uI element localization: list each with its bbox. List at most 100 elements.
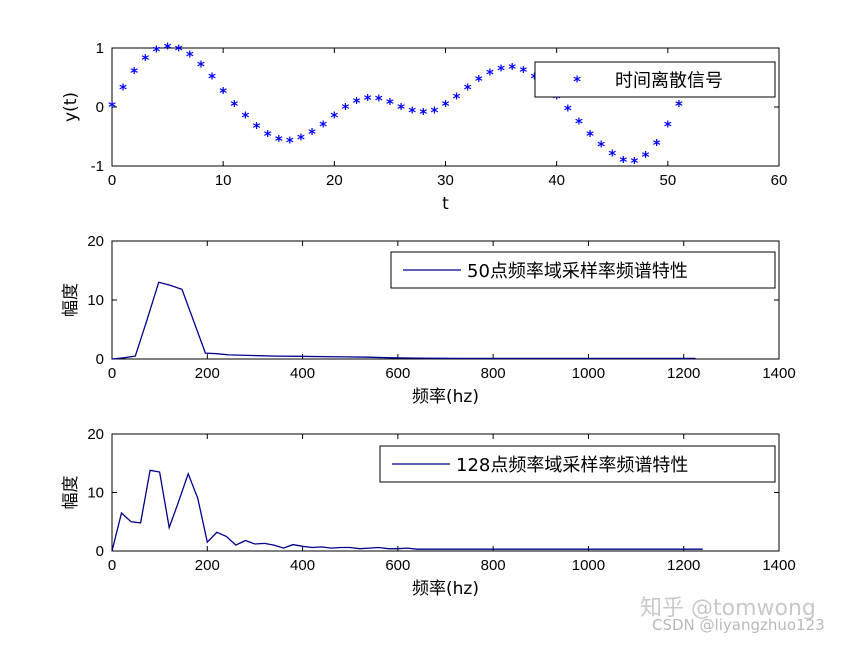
chart-3: 0 200 400 600 800 1000 1200 1400 0 10 20 频率(hz) 幅度 12… xyxy=(61,426,796,599)
y-tick-label: 0 xyxy=(96,351,104,368)
data-point: * xyxy=(175,41,183,59)
data-point: * xyxy=(375,92,383,110)
data-point: * xyxy=(364,91,372,109)
x-tick-label: 600 xyxy=(385,557,410,574)
series-line xyxy=(111,281,696,360)
chart-2: 0 200 400 600 800 1000 1200 1400 0 10 20 频率(hz) 幅度 50… xyxy=(61,233,796,407)
y-tick-label: 1 xyxy=(96,40,104,57)
data-point: * xyxy=(275,132,283,150)
x-tick-label: 50 xyxy=(659,172,676,189)
data-point: * xyxy=(386,95,394,113)
x-tick-label: 0 xyxy=(108,557,116,574)
data-point: * xyxy=(264,127,272,145)
data-point: * xyxy=(453,90,461,108)
data-point: * xyxy=(342,100,350,118)
data-point: * xyxy=(297,130,305,148)
x-tick-label: 0 xyxy=(108,172,116,189)
data-point: * xyxy=(208,70,216,88)
data-point: * xyxy=(408,103,416,121)
data-point: * xyxy=(442,97,450,115)
data-point: * xyxy=(108,98,116,116)
data-point: * xyxy=(597,138,605,156)
x-tick-label: 1200 xyxy=(667,365,700,382)
data-point: * xyxy=(308,125,316,143)
y-tick-label: 10 xyxy=(87,292,104,309)
y-tick-label: 20 xyxy=(87,233,104,250)
x-tick-label: 800 xyxy=(481,557,506,574)
data-point: * xyxy=(642,148,650,166)
x-tick-label: 400 xyxy=(290,365,315,382)
data-point: * xyxy=(553,90,561,108)
x-tick-label: 200 xyxy=(195,557,220,574)
data-point: * xyxy=(197,57,205,75)
x-tick-label: 40 xyxy=(548,172,565,189)
x-tick-label: 800 xyxy=(481,365,506,382)
x-tick-label: 1400 xyxy=(762,365,795,382)
x-tick-label: 60 xyxy=(771,172,788,189)
data-point: * xyxy=(519,63,527,81)
legend-box xyxy=(534,61,776,98)
data-point: * xyxy=(564,102,572,120)
series-line xyxy=(111,469,703,552)
data-point: * xyxy=(353,94,361,112)
data-point: * xyxy=(319,117,327,135)
y-tick-label: 20 xyxy=(87,426,104,443)
data-point: * xyxy=(153,43,161,61)
data-point: * xyxy=(475,72,483,90)
data-point: * xyxy=(631,154,639,172)
data-point: * xyxy=(397,100,405,118)
y-axis-label: y(t) xyxy=(61,92,81,122)
data-point: * xyxy=(130,64,138,82)
x-tick-label: 1400 xyxy=(762,557,795,574)
data-point: * xyxy=(664,117,672,135)
x-tick-label: 0 xyxy=(108,365,116,382)
data-point: * xyxy=(575,115,583,133)
x-axis-label: 频率(hz) xyxy=(412,387,479,407)
data-point: * xyxy=(586,127,594,145)
x-tick-label: 600 xyxy=(385,365,410,382)
y-tick-label: 10 xyxy=(87,485,104,502)
data-point: * xyxy=(219,84,227,102)
y-axis-label: 幅度 xyxy=(61,476,81,510)
data-point: * xyxy=(486,66,494,84)
x-tick-label: 10 xyxy=(215,172,232,189)
data-point: * xyxy=(419,105,427,123)
x-tick-label: 1000 xyxy=(572,557,605,574)
legend-label: 128点频率域采样率频谱特性 xyxy=(456,455,688,476)
data-point: * xyxy=(286,133,294,151)
x-axis-label: 频率(hz) xyxy=(412,579,479,599)
data-point: * xyxy=(653,136,661,154)
data-point: * xyxy=(230,97,238,115)
x-tick-label: 30 xyxy=(437,172,454,189)
y-tick-label: -1 xyxy=(91,158,104,175)
data-point: * xyxy=(675,97,683,115)
x-tick-label: 400 xyxy=(290,557,315,574)
legend-marker: * xyxy=(573,73,581,91)
data-point: * xyxy=(508,60,516,78)
data-point: * xyxy=(330,109,338,127)
x-tick-label: 20 xyxy=(326,172,343,189)
legend-label: 50点频率域采样率频谱特性 xyxy=(467,261,688,282)
legend-label: 时间离散信号 xyxy=(615,71,723,92)
x-axis-label: t xyxy=(442,194,449,214)
watermark-csdn: CSDN @liyangzhuo123 xyxy=(652,616,825,634)
data-point: * xyxy=(141,51,149,69)
data-point: * xyxy=(430,103,438,121)
data-point: * xyxy=(241,109,249,127)
data-point: * xyxy=(119,80,127,98)
y-axis-label: 幅度 xyxy=(61,283,81,317)
watermark-zhihu: 知乎 @tomwong xyxy=(640,596,816,621)
data-point: * xyxy=(497,61,505,79)
data-point: * xyxy=(608,146,616,164)
y-tick-label: 0 xyxy=(96,543,104,560)
y-tick-label: 0 xyxy=(96,99,104,116)
x-tick-label: 1200 xyxy=(667,557,700,574)
x-tick-label: 1000 xyxy=(572,365,605,382)
x-tick-label: 200 xyxy=(195,365,220,382)
data-point: * xyxy=(253,119,261,137)
data-point: * xyxy=(164,40,172,58)
data-point: * xyxy=(186,47,194,65)
data-point: * xyxy=(619,153,627,171)
